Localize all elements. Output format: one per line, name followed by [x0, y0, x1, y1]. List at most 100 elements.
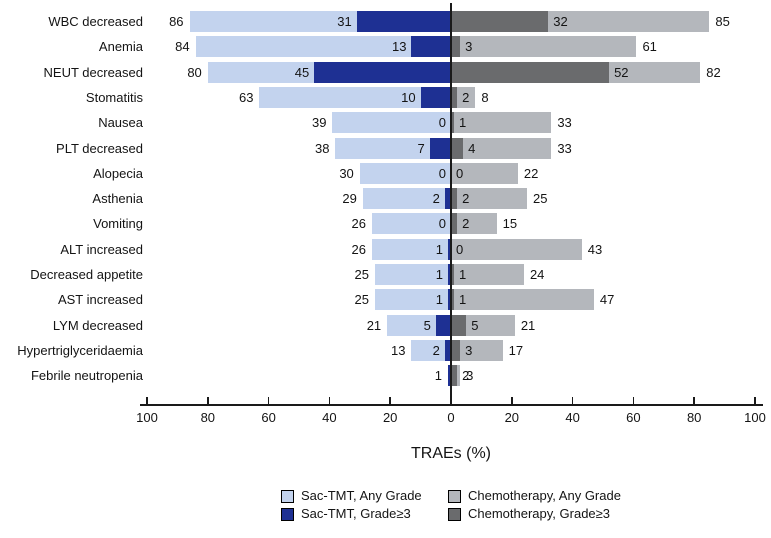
value-label-chemo_g3: 3	[465, 342, 473, 358]
bar-chemo_any	[451, 86, 476, 108]
x-axis-tick	[571, 397, 574, 404]
value-label-chemo_g3: 2	[462, 191, 470, 207]
bar-chemo_g3	[451, 264, 455, 285]
bar-sac_g3	[447, 264, 451, 285]
bar-chemo_g3	[451, 339, 461, 361]
bar-sac_any	[387, 314, 451, 336]
value-label-chemo_any: 85	[715, 14, 730, 29]
x-axis-tick-label: 100	[136, 410, 158, 425]
x-axis-tick	[328, 397, 331, 404]
bar-sac_g3	[447, 238, 451, 260]
bar-chemo_g3	[451, 188, 458, 210]
bar-sac_any	[195, 36, 451, 58]
bar-sac_g3	[411, 36, 451, 58]
value-label-sac_any: 80	[187, 64, 202, 80]
value-label-sac_g3: 10	[401, 89, 416, 105]
category-label: Decreased appetite	[30, 267, 143, 282]
zero-axis-line	[450, 3, 452, 405]
x-axis-tick-label: 60	[261, 410, 276, 425]
value-label-chemo_g3: 4	[468, 140, 476, 156]
bar-sac_g3	[447, 289, 451, 311]
bar-sac_g3	[420, 86, 451, 108]
value-label-chemo_g3: 2	[462, 89, 470, 105]
x-axis-tick-label: 80	[200, 410, 216, 425]
value-label-sac_g3: 31	[337, 14, 352, 29]
value-label-sac_any: 25	[354, 292, 369, 308]
bar-chemo_any	[451, 162, 518, 184]
bar-chemo_g3	[451, 11, 549, 32]
x-axis-tick	[389, 397, 391, 404]
bar-chemo_g3	[451, 213, 458, 235]
x-axis-tick	[207, 397, 209, 404]
value-label-sac_g3: 2	[432, 191, 440, 207]
value-label-sac_g3: 1	[435, 292, 443, 308]
value-label-sac_any: 38	[315, 140, 330, 156]
value-label-chemo_any: 21	[520, 317, 536, 333]
value-label-chemo_g3: 2	[462, 368, 470, 384]
value-label-chemo_g3: 0	[456, 241, 464, 257]
value-label-chemo_g3: 3	[465, 39, 473, 55]
legend-item: Chemotherapy, Any Grade	[448, 489, 621, 503]
bar-chemo_any	[451, 137, 552, 159]
category-label: Vomiting	[93, 216, 143, 232]
value-label-chemo_any: 82	[706, 64, 721, 80]
value-label-chemo_g3: 32	[553, 14, 568, 29]
value-label-sac_any: 26	[351, 216, 366, 232]
legend-item: Chemotherapy, Grade≥3	[448, 507, 610, 521]
bar-sac_g3	[447, 365, 451, 387]
category-label: Alopecia	[93, 165, 143, 181]
category-label: Asthenia	[92, 191, 143, 207]
bar-chemo_g3	[451, 36, 461, 58]
bar-sac_g3	[444, 339, 451, 361]
value-label-sac_any: 26	[351, 241, 366, 257]
value-label-chemo_g3: 1	[459, 292, 467, 308]
value-label-sac_any: 29	[342, 191, 357, 207]
bar-chemo_g3	[451, 112, 455, 134]
category-label: ALT increased	[60, 241, 143, 257]
bar-chemo_g3	[451, 289, 455, 311]
bar-chemo_any	[451, 188, 527, 210]
x-axis-tick	[511, 397, 513, 404]
value-label-sac_any: 84	[175, 39, 190, 55]
value-label-sac_g3: 13	[392, 39, 407, 55]
value-label-chemo_any: 8	[481, 89, 489, 105]
category-label: Anemia	[98, 39, 143, 55]
category-label: Hypertriglyceridaemia	[17, 342, 143, 358]
bar-chemo_g3	[451, 61, 610, 83]
category-label: WBC decreased	[48, 14, 143, 29]
x-axis-tick-label: 60	[626, 410, 641, 425]
value-label-sac_g3: 1	[435, 267, 443, 282]
bar-sac_any	[375, 289, 451, 311]
bar-chemo_any	[451, 238, 582, 260]
value-label-sac_any: 25	[354, 267, 369, 282]
value-label-sac_g3: 0	[438, 115, 446, 131]
value-label-chemo_g3: 5	[471, 317, 479, 333]
legend-item: Sac-TMT, Grade≥3	[281, 507, 411, 521]
category-label: Stomatitis	[85, 89, 143, 105]
bar-chemo_any	[451, 36, 637, 58]
bar-sac_any	[371, 238, 451, 260]
x-axis-tick-label: 40	[322, 410, 337, 425]
value-label-sac_any: 1	[434, 368, 442, 384]
bar-sac_g3	[429, 137, 451, 159]
category-label: PLT decreased	[56, 140, 143, 156]
bar-sac_g3	[356, 11, 451, 32]
value-label-sac_any: 13	[391, 342, 406, 358]
bar-chemo_g3	[451, 314, 467, 336]
bar-sac_any	[335, 137, 451, 159]
x-axis-title: TRAEs (%)	[411, 445, 491, 462]
value-label-sac_g3: 7	[417, 140, 425, 156]
value-label-chemo_any: 47	[599, 292, 615, 308]
category-label: NEUT decreased	[43, 64, 143, 80]
bar-sac_g3	[444, 188, 451, 210]
value-label-sac_any: 30	[339, 165, 354, 181]
value-label-sac_g3: 5	[423, 317, 431, 333]
x-axis-tick	[146, 397, 148, 404]
legend-label: Chemotherapy, Any Grade	[468, 488, 621, 503]
category-label: LYM decreased	[52, 317, 143, 333]
legend-label: Chemotherapy, Grade≥3	[468, 506, 611, 521]
value-label-chemo_any: 15	[502, 216, 518, 232]
bar-chemo_g3	[451, 86, 458, 108]
x-axis-tick-label: 0	[447, 410, 455, 425]
